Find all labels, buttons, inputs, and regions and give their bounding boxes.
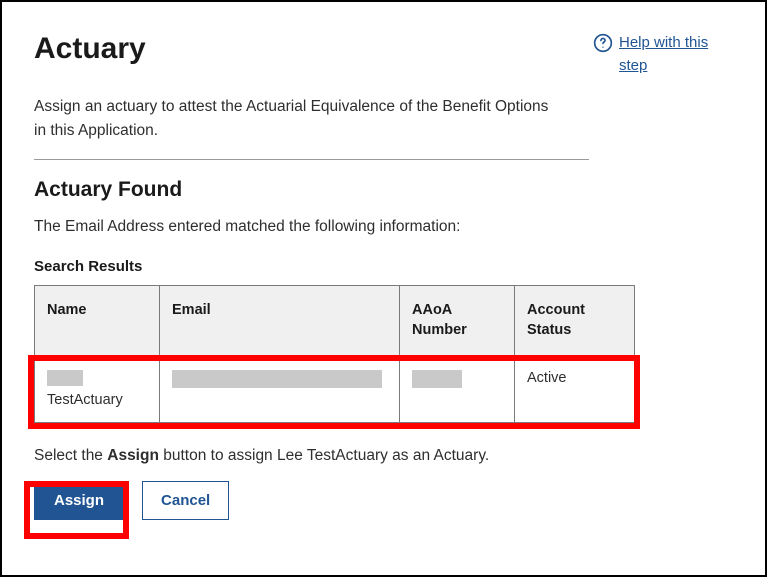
col-header-aaoa: AAoA Number (400, 286, 515, 356)
assign-instr-bold: Assign (107, 447, 159, 464)
results-table: Name Email AAoA Number Account Status Te… (34, 285, 635, 423)
redacted-email (172, 370, 382, 388)
cell-name: TestActuary (35, 355, 160, 422)
page-title: Actuary (34, 32, 146, 66)
help-link-label: Help with this step (619, 32, 733, 77)
header-row: Actuary Help with this step (34, 32, 733, 77)
cancel-button[interactable]: Cancel (142, 481, 229, 520)
assign-instr-prefix: Select the (34, 447, 107, 464)
cell-aaoa (400, 355, 515, 422)
cell-status: Active (515, 355, 635, 422)
page-frame: Actuary Help with this step Assign an ac… (0, 0, 767, 577)
match-text: The Email Address entered matched the fo… (34, 218, 733, 236)
section-title: Actuary Found (34, 178, 733, 202)
assign-instr-suffix: button to assign Lee TestActuary as an A… (159, 447, 489, 464)
table-row: TestActuary Active (35, 355, 635, 422)
redacted-firstname (47, 370, 83, 386)
divider (34, 159, 589, 160)
cell-email (160, 355, 400, 422)
col-header-email: Email (160, 286, 400, 356)
table-header-row: Name Email AAoA Number Account Status (35, 286, 635, 356)
help-icon (593, 33, 613, 53)
button-row: Assign Cancel (34, 481, 733, 520)
col-header-name: Name (35, 286, 160, 356)
redacted-aaoa (412, 370, 462, 388)
results-label: Search Results (34, 258, 733, 275)
assign-instruction: Select the Assign button to assign Lee T… (34, 447, 733, 465)
col-header-status: Account Status (515, 286, 635, 356)
help-link[interactable]: Help with this step (593, 32, 733, 77)
intro-text: Assign an actuary to attest the Actuaria… (34, 95, 554, 143)
cell-name-visible: TestActuary (47, 392, 123, 408)
assign-button[interactable]: Assign (34, 481, 124, 520)
